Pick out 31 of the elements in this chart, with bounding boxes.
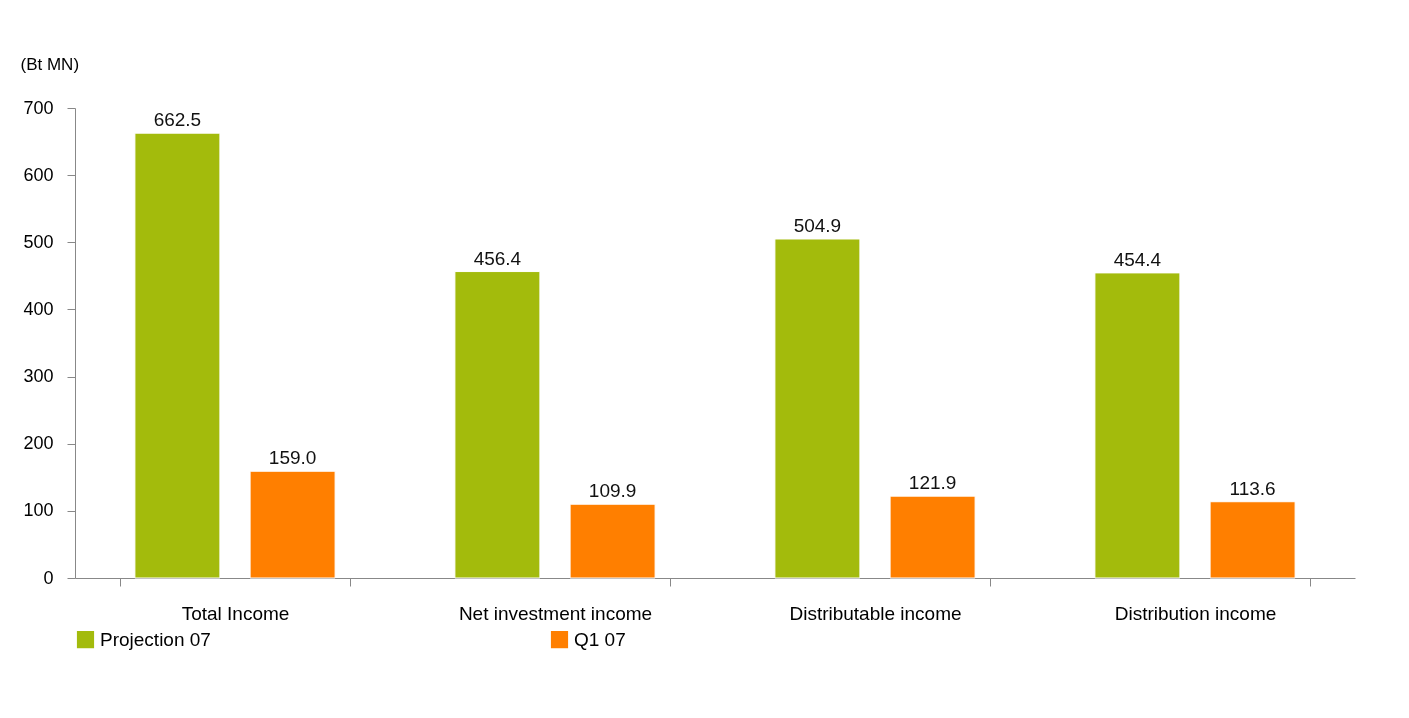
y-tick-label: 0 — [43, 567, 54, 588]
y-tick-label: 100 — [23, 500, 54, 521]
data-label: 113.6 — [1229, 477, 1276, 499]
legend-label: Projection 07 — [100, 628, 211, 650]
x-tick-label: Distribution income — [1114, 602, 1277, 624]
x-tick-label: Net investment income — [458, 602, 653, 624]
bar — [1094, 272, 1181, 579]
x-tick-label: Total Income — [181, 602, 290, 624]
data-label: 662.5 — [153, 109, 202, 131]
y-tick-label: 600 — [23, 164, 54, 185]
bar — [134, 132, 221, 579]
bar — [889, 495, 976, 579]
data-label: 121.9 — [908, 472, 957, 494]
y-tick-label: 300 — [23, 366, 54, 387]
y-tick-label: 200 — [23, 433, 54, 454]
x-tick-label: Distributable income — [789, 602, 962, 624]
y-tick-label: 400 — [23, 298, 54, 319]
bar — [1209, 501, 1296, 579]
data-label: 504.9 — [793, 215, 842, 236]
legend-label: Q1 07 — [574, 628, 626, 650]
data-label: 456.4 — [473, 247, 522, 269]
data-label: 454.4 — [1113, 248, 1162, 270]
y-axis-title: (Bt MN) — [20, 54, 80, 74]
bar — [774, 238, 861, 579]
bar — [454, 271, 541, 579]
y-tick-label: 500 — [23, 231, 54, 252]
bar — [249, 470, 336, 579]
y-tick-label: 700 — [23, 97, 54, 118]
data-label: 159.0 — [268, 447, 317, 469]
bar — [569, 503, 656, 579]
data-label: 109.9 — [588, 480, 637, 502]
